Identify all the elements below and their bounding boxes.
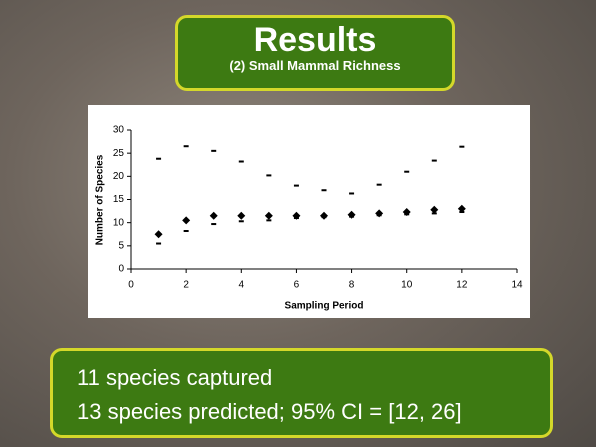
y-tick-label: 0	[118, 264, 124, 275]
y-tick-label: 25	[113, 148, 125, 159]
point	[459, 211, 464, 213]
x-tick-label: 6	[294, 280, 300, 291]
x-tick-label: 12	[456, 280, 468, 291]
x-tick-label: 0	[128, 280, 134, 291]
summary-box: 11 species captured 13 species predicted…	[50, 348, 553, 438]
y-tick-label: 20	[113, 171, 125, 182]
x-tick-label: 8	[349, 280, 355, 291]
slide-title: Results	[178, 22, 452, 58]
point	[432, 212, 437, 214]
point	[156, 158, 161, 160]
x-tick-label: 10	[401, 280, 413, 291]
y-tick-label: 30	[113, 125, 125, 136]
point	[211, 223, 216, 225]
point	[266, 174, 271, 176]
x-tick-label: 2	[183, 280, 189, 291]
point	[322, 216, 327, 218]
bullet: 13 species predicted; 95% CI = [12, 26]	[77, 395, 526, 429]
x-tick-label: 4	[239, 280, 245, 291]
point	[377, 184, 382, 186]
point	[211, 150, 216, 152]
point	[432, 160, 437, 162]
y-tick-label: 5	[118, 240, 124, 251]
slide: Sampling Period Number of Species 0 5 10 15…	[0, 0, 596, 447]
point	[404, 171, 409, 173]
point	[294, 217, 299, 219]
x-axis-label: Sampling Period	[285, 301, 364, 312]
point	[156, 243, 161, 245]
slide-subtitle: (2) Small Mammal Richness	[178, 58, 452, 73]
point	[349, 192, 354, 194]
bullet: 11 species captured	[77, 361, 526, 395]
point	[239, 220, 244, 222]
point	[239, 161, 244, 163]
point	[404, 213, 409, 215]
point	[266, 219, 271, 221]
point	[294, 185, 299, 187]
point	[459, 146, 464, 148]
point	[377, 214, 382, 216]
point	[184, 230, 189, 232]
y-tick-label: 10	[113, 217, 125, 228]
point	[184, 145, 189, 147]
x-tick-label: 14	[511, 280, 523, 291]
point	[349, 216, 354, 218]
title-box: Results (2) Small Mammal Richness	[175, 15, 455, 91]
y-axis-label: Number of Species	[95, 154, 106, 245]
y-tick-label: 15	[113, 194, 125, 205]
point	[322, 189, 327, 191]
